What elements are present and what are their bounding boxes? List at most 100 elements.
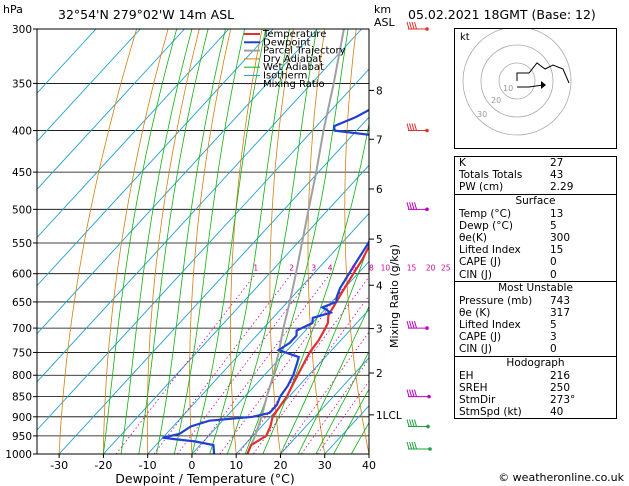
wet-adiabat-line (226, 29, 318, 454)
dry-adiabat-line (58, 29, 137, 454)
index-row: K 27 (455, 157, 616, 169)
y-tick-label: 650 (12, 297, 32, 309)
mixing-ratio-label: 10 (381, 264, 391, 273)
legend-entry: Wet Adiabat (263, 62, 324, 73)
isotherm-line (235, 308, 369, 454)
index-value: 273° (550, 394, 576, 406)
index-label: EH (459, 369, 474, 382)
wind-barb-flag (411, 21, 415, 30)
index-label: K (459, 157, 466, 169)
mixing-ratio-label: 20 (426, 264, 436, 273)
hodo-row: StmSpd (kt) 40 (455, 406, 616, 418)
index-label: CIN (J) (459, 268, 492, 281)
hodograph-ring (480, 44, 554, 118)
mu-row: Pressure (mb) 743 (455, 295, 616, 307)
index-row: PW (cm) 2.29 (455, 181, 616, 193)
parcel-trajectory-line (246, 29, 345, 454)
wind-barb-flag (411, 202, 415, 210)
mixing-ratio-title: Mixing Ratio (g/kg) (388, 244, 401, 348)
dry-adiabat-line (189, 29, 232, 454)
km-tick-label: 4 (376, 280, 383, 292)
dry-adiabat-line (146, 29, 200, 454)
wet-adiabat-line (156, 29, 226, 454)
mixing-ratio-line (219, 273, 355, 454)
index-value: 2.29 (550, 181, 574, 194)
wet-adiabat-line (209, 29, 290, 454)
hodo-row: EH 216 (455, 370, 616, 382)
legend-entry: Isotherm (263, 71, 307, 82)
index-label: CAPE (J) (459, 331, 502, 344)
wind-barb-flag (406, 123, 410, 131)
mixing-ratio-label: 6 (352, 264, 357, 273)
index-value: 40 (550, 406, 564, 419)
wet-adiabat-line (297, 305, 369, 454)
isotherm-line (37, 29, 362, 383)
index-value: 5 (550, 219, 557, 232)
x-tick-label: -30 (50, 459, 68, 472)
index-value: 317 (550, 306, 571, 319)
hodograph-section: Hodograph EH 216 SREH 250 StmDir 273° StmSp… (455, 355, 616, 419)
index-value: 13 (550, 207, 564, 220)
isotherm-line (37, 29, 185, 190)
y-tick-label: 500 (12, 204, 32, 216)
x-tick-label: -10 (139, 459, 157, 472)
y-tick-label: 800 (12, 370, 32, 382)
legend-entry: Temperature (262, 29, 326, 40)
x-tick-label: 40 (362, 459, 376, 472)
wind-barb (406, 21, 429, 31)
mu-row: θe (K) 317 (455, 307, 616, 319)
index-label: Lifted Index (459, 319, 521, 332)
y-tick-label: 850 (12, 392, 32, 404)
wind-barb-flag (411, 320, 415, 329)
index-value: 27 (550, 157, 564, 169)
wind-barb-flag (411, 123, 415, 131)
wet-adiabat-line (262, 121, 369, 454)
wind-barb-flag (406, 419, 410, 427)
wet-adiabat-line (138, 29, 209, 454)
index-label: Totals Totals (459, 169, 523, 182)
hodograph-ring-label: 10 (503, 84, 513, 93)
km-tick-label: 5 (376, 234, 383, 246)
mixing-ratio-line (301, 358, 369, 454)
x-tick-label: 10 (229, 459, 243, 472)
dry-adiabat-line (307, 29, 326, 454)
wind-barb-flag (406, 202, 410, 210)
wet-adiabat-line (191, 29, 267, 454)
wind-barb (406, 123, 429, 133)
x-tick-label: 20 (273, 459, 287, 472)
dry-adiabat-line (103, 29, 169, 454)
wind-barb-flag (409, 202, 412, 210)
surface-section: Surface Temp (°C) 13 Dewp (°C) 5 θe(K) 300 … (455, 193, 616, 281)
index-value: 0 (550, 268, 557, 281)
wind-barb-dot (425, 207, 429, 212)
km-tick-label: 6 (376, 184, 383, 196)
surface-row: θe(K) 300 (455, 232, 616, 244)
y-tick-label: 550 (12, 238, 32, 250)
km-tick-label: 7 (376, 134, 383, 146)
y-tick-label: 450 (12, 167, 32, 179)
wind-barb-flag (409, 320, 412, 329)
surface-row: Temp (°C) 13 (455, 208, 616, 220)
km-tick-label: 2 (376, 368, 383, 380)
plot-frame (36, 28, 370, 455)
wind-barb-dot (427, 394, 431, 399)
mixing-ratio-line (115, 273, 257, 454)
index-label: StmDir (459, 394, 496, 406)
wet-adiabat-line (315, 350, 369, 454)
index-value: 43 (550, 169, 564, 182)
km-tick-label: 3 (376, 324, 383, 336)
mixing-ratio-line (252, 295, 369, 454)
wind-barb-flag (406, 441, 410, 450)
index-label: PW (cm) (459, 181, 504, 194)
legend-entry: Mixing Ratio (263, 79, 325, 90)
wet-adiabat-line (120, 29, 193, 454)
indices-table-top: K 27 Totals Totals 43 PW (cm) 2.29 Surface … (454, 156, 617, 420)
isotherm-line (37, 29, 230, 239)
index-value: 0 (550, 256, 557, 269)
temperature-line (246, 243, 369, 454)
index-value: 216 (550, 369, 571, 382)
km-tick-label: 1LCL (376, 410, 402, 422)
hodograph-ring-label: 20 (491, 96, 501, 105)
hodograph-ring-label: 30 (477, 110, 487, 119)
